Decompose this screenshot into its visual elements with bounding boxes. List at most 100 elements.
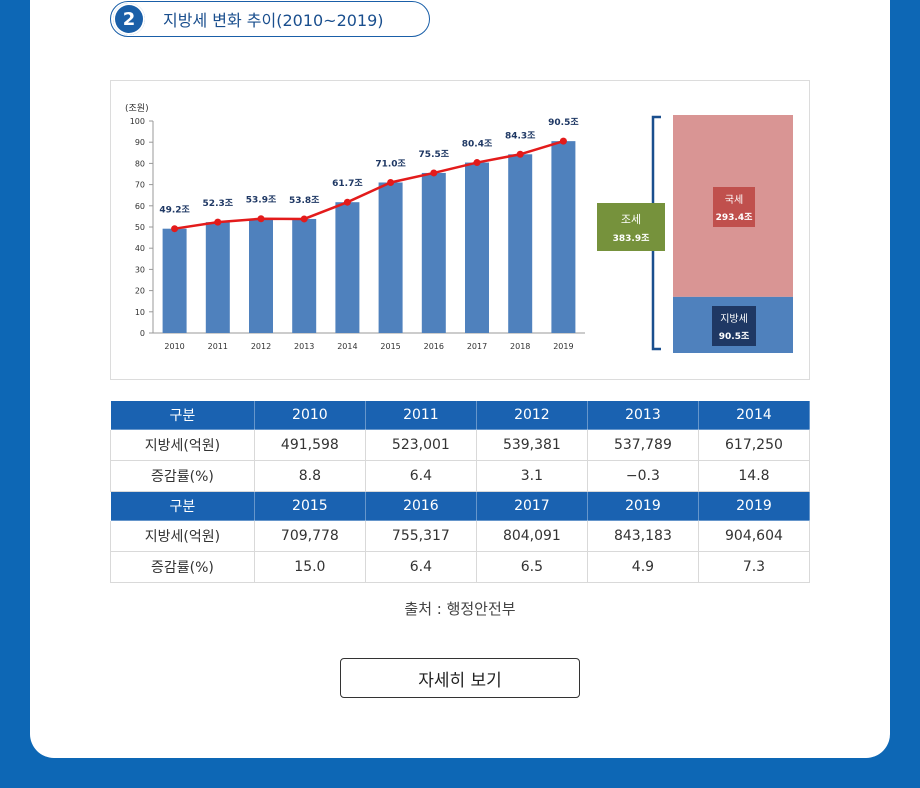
trend-line [174, 139, 564, 230]
row-label: 지방세(억원) [110, 429, 255, 461]
table-cell: 523,001 [364, 429, 477, 461]
header-cell: 구분 [110, 491, 255, 521]
bar [335, 202, 360, 333]
table-cell: 6.5 [475, 551, 588, 583]
bar [205, 222, 230, 333]
data-label: 90.5조 [548, 117, 579, 128]
trend-point [430, 169, 438, 177]
y-axis-unit-label: (조원) [125, 103, 149, 114]
table-cell: 14.8 [697, 460, 811, 492]
source-caption: 출처 : 행정안전부 [404, 600, 516, 618]
header-cell: 2013 [586, 400, 699, 430]
data-label: 84.3조 [505, 130, 536, 141]
table-cell: 8.8 [253, 460, 366, 492]
table-cell: 15.0 [253, 551, 366, 583]
total-tax-value: 383.9조 [613, 233, 650, 244]
bar [508, 154, 533, 333]
trend-point [343, 198, 351, 206]
section-heading: 2 지방세 변화 추이(2010~2019) [110, 1, 430, 37]
header-cell: 2016 [364, 491, 477, 521]
x-tick-label: 2016 [424, 342, 444, 351]
header-cell: 2019 [586, 491, 699, 521]
data-label: 49.2조 [159, 205, 190, 216]
y-tick-label: 40 [135, 244, 145, 253]
table-header-row: 구분 2015 2016 2017 2019 2019 [110, 491, 811, 521]
header-cell: 2019 [697, 491, 811, 521]
chart-panel: (조원) 0 10 20 30 40 50 60 70 80 90 100 2010 49.2조 2011 5… [110, 80, 810, 380]
table-cell: 904,604 [697, 520, 811, 552]
bar [292, 218, 317, 333]
x-tick-label: 2010 [164, 342, 184, 351]
x-tick-label: 2011 [208, 342, 228, 351]
table-cell: 3.1 [475, 460, 588, 492]
header-cell: 2015 [253, 491, 366, 521]
trend-point [559, 137, 567, 145]
row-label: 지방세(억원) [110, 520, 255, 552]
table-cell: 6.4 [364, 551, 477, 583]
row-label: 증감률(%) [110, 460, 255, 492]
y-tick-label: 70 [135, 181, 145, 190]
y-tick-label: 30 [135, 265, 145, 274]
table-header-row: 구분 2010 2011 2012 2013 2014 [110, 400, 811, 430]
table-cell: 617,250 [697, 429, 811, 461]
bar [378, 182, 403, 333]
x-tick-label: 2012 [251, 342, 271, 351]
y-tick-label: 60 [135, 202, 145, 211]
data-label: 53.8조 [289, 195, 320, 206]
section-number-badge: 2 [113, 3, 145, 35]
header-cell: 2010 [253, 400, 366, 430]
table-cell: 804,091 [475, 520, 588, 552]
table-row: 지방세(억원) 709,778 755,317 804,091 843,183 … [110, 520, 811, 552]
header-cell: 구분 [110, 400, 255, 430]
table-row: 증감률(%) 15.0 6.4 6.5 4.9 7.3 [110, 551, 811, 583]
total-tax-label: 조세 [621, 213, 641, 226]
local-tax-table: 구분 2010 2011 2012 2013 2014 지방세(억원) 491,… [110, 400, 811, 583]
y-tick-label: 20 [135, 287, 145, 296]
local-tax-chart: (조원) 0 10 20 30 40 50 60 70 80 90 100 2010 49.2조 2011 5… [125, 103, 793, 353]
y-tick-label: 80 [135, 159, 145, 168]
bar [421, 172, 446, 333]
table-cell: 709,778 [253, 520, 366, 552]
x-tick-label: 2013 [294, 342, 314, 351]
bar [551, 141, 576, 333]
table-row: 지방세(억원) 491,598 523,001 539,381 537,789 … [110, 429, 811, 461]
bar [249, 218, 273, 333]
header-cell: 2014 [697, 400, 811, 430]
y-tick-label: 100 [130, 117, 145, 126]
x-tick-label: 2014 [337, 342, 357, 351]
view-more-button[interactable]: 자세히 보기 [340, 658, 580, 698]
section-title: 지방세 변화 추이(2010~2019) [163, 11, 384, 30]
bar [465, 162, 489, 333]
x-tick-label: 2017 [467, 342, 487, 351]
table-cell: 7.3 [697, 551, 811, 583]
row-label: 증감률(%) [110, 551, 255, 583]
y-tick-label: 90 [135, 138, 145, 147]
trend-point [300, 215, 308, 223]
trend-point [516, 150, 524, 158]
header-cell: 2017 [475, 491, 588, 521]
header-cell: 2011 [364, 400, 477, 430]
data-label: 61.7조 [332, 178, 363, 189]
trend-point [171, 225, 179, 233]
table-cell: −0.3 [586, 460, 699, 492]
header-cell: 2012 [475, 400, 588, 430]
y-tick-label: 50 [135, 223, 145, 232]
total-tax-box [597, 203, 665, 251]
local-tax-label: 지방세 [720, 313, 748, 325]
local-tax-value: 90.5조 [719, 331, 750, 342]
data-label: 75.5조 [419, 149, 450, 160]
trend-point [257, 215, 265, 223]
bar [162, 228, 187, 333]
table-cell: 6.4 [364, 460, 477, 492]
trend-point [473, 159, 481, 167]
data-label: 53.9조 [246, 195, 277, 206]
table-cell: 4.9 [586, 551, 699, 583]
table-row: 증감률(%) 8.8 6.4 3.1 −0.3 14.8 [110, 460, 811, 492]
national-tax-value: 293.4조 [716, 212, 753, 223]
table-cell: 843,183 [586, 520, 699, 552]
national-tax-label-box [713, 187, 755, 227]
data-label: 71.0조 [375, 158, 406, 169]
table-cell: 491,598 [253, 429, 366, 461]
x-tick-label: 2015 [380, 342, 400, 351]
table-cell: 755,317 [364, 520, 477, 552]
